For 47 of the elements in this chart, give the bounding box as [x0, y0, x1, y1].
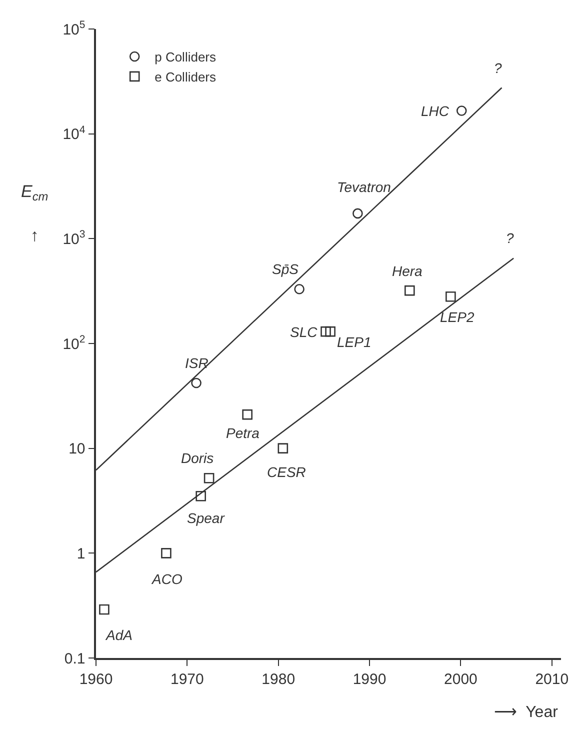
- point: [196, 490, 206, 502]
- annotation: Spear: [187, 510, 226, 526]
- text: E$_{cm}$ ↑: [21, 182, 48, 246]
- point: [320, 326, 331, 337]
- point: [278, 443, 288, 454]
- y-tick-label: 0.1: [64, 650, 86, 668]
- annotation: ?: [494, 60, 502, 76]
- y-tick-label: 10: [68, 440, 86, 458]
- x-tick-label: 2000: [444, 670, 478, 688]
- x-tick-label: 1970: [170, 670, 204, 688]
- point: [456, 106, 467, 116]
- annotation: SLC: [290, 324, 318, 340]
- point: [191, 378, 202, 388]
- annotation: ?: [506, 230, 514, 246]
- point: [161, 548, 172, 558]
- point: [404, 285, 415, 296]
- legend-label: e Colliders: [154, 70, 217, 84]
- point: [99, 604, 110, 615]
- point: [242, 409, 252, 420]
- y-tick-label: 10$^{4}$: [62, 124, 86, 144]
- point: [325, 326, 336, 337]
- annotation: LHC: [421, 103, 450, 119]
- annotation: CESR: [267, 464, 306, 480]
- y-tick-label: 10$^{3}$: [62, 228, 86, 248]
- x-tick-label: 1960: [79, 670, 113, 688]
- y-tick-label: 10$^{5}$: [62, 18, 86, 38]
- annotation: ISR: [185, 355, 208, 371]
- annotation: ACO: [151, 571, 182, 587]
- point: [294, 284, 304, 294]
- x-tick-label: 2010: [535, 670, 569, 688]
- annotation: AdA: [105, 627, 132, 643]
- x-tick-label: 1980: [262, 670, 296, 688]
- point: [204, 472, 214, 484]
- point: [352, 208, 363, 219]
- point: [446, 291, 456, 302]
- annotation: Hera: [392, 263, 423, 279]
- legend-label: p Colliders: [154, 50, 217, 65]
- y-tick-label: 10$^{2}$: [62, 333, 86, 353]
- x-axis-title: ⟶ Year: [494, 704, 559, 721]
- annotation: LEP1: [337, 334, 372, 350]
- x-tick-label: 1990: [352, 670, 386, 688]
- annotation: Petra: [226, 425, 260, 441]
- annotation: Tevatron: [337, 179, 392, 195]
- annotation: Sp̄S: [272, 261, 300, 277]
- annotation: LEP2: [440, 309, 474, 325]
- annotation: Doris: [181, 450, 214, 466]
- y-tick-label: 1: [76, 545, 86, 562]
